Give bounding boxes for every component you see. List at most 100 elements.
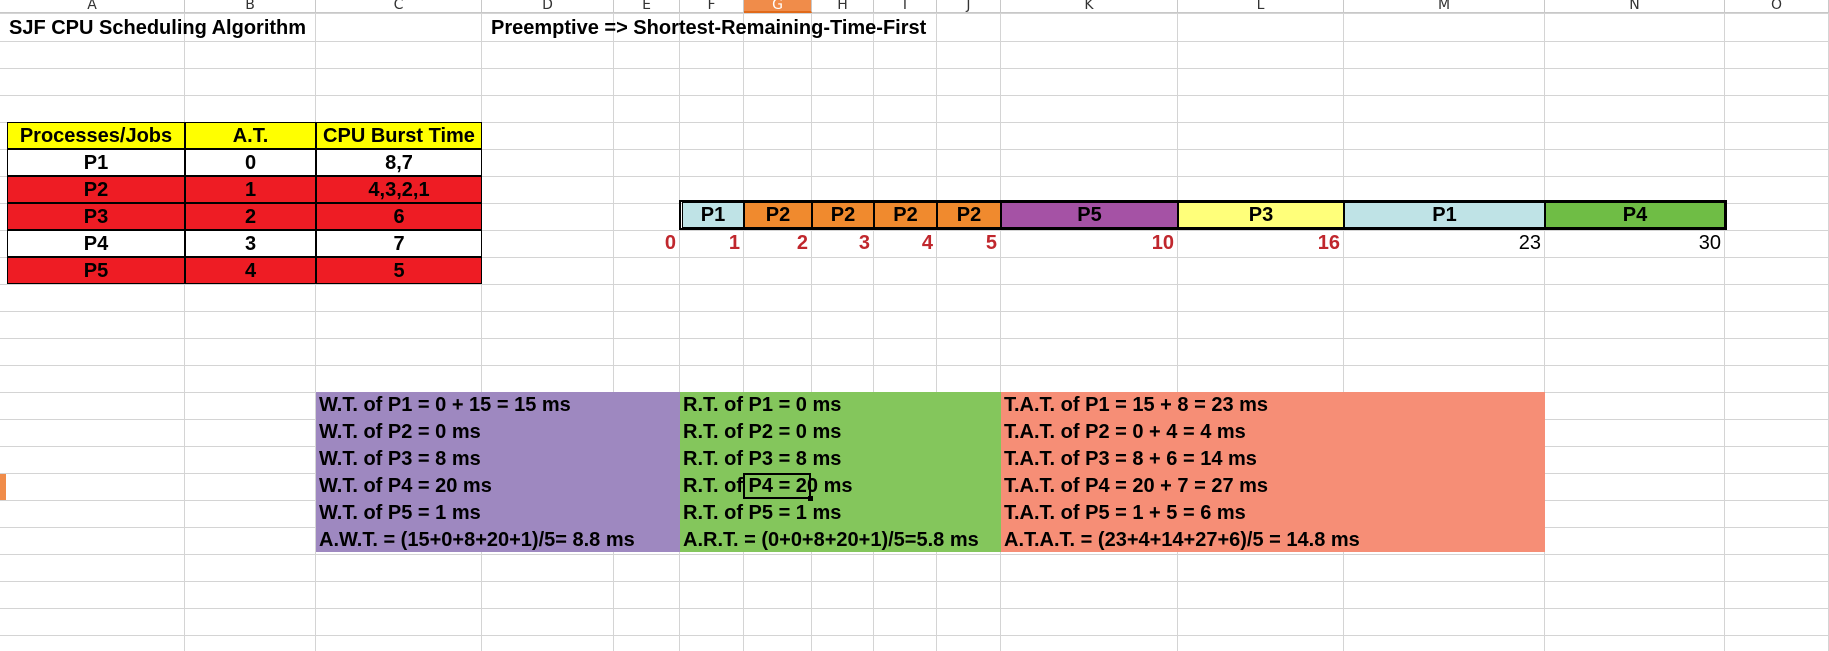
sheet-title: SJF CPU Scheduling Algorithm bbox=[9, 17, 307, 39]
column-header-i[interactable]: I bbox=[874, 0, 937, 13]
turnaround-time-panel: T.A.T. of P1 = 15 + 8 = 23 ms T.A.T. of … bbox=[1001, 392, 1545, 552]
grid-row-line bbox=[0, 554, 1829, 555]
gantt-block: P2 bbox=[937, 202, 1001, 228]
column-header-a[interactable]: A bbox=[0, 0, 185, 13]
burst-time-cell: 6 bbox=[316, 203, 482, 230]
grid-column-line bbox=[613, 13, 614, 651]
waiting-time-panel: W.T. of P1 = 0 + 15 = 15 ms W.T. of P2 =… bbox=[316, 392, 680, 552]
gantt-block: P2 bbox=[874, 202, 937, 228]
grid-row-line bbox=[0, 311, 1829, 312]
arrival-time-cell: 2 bbox=[185, 203, 316, 230]
grid-column-line bbox=[1544, 13, 1545, 651]
process-name-cell: P3 bbox=[7, 203, 185, 230]
grid-column-line bbox=[315, 13, 316, 651]
header-arrival-time: A.T. bbox=[185, 122, 316, 149]
grid-column-line bbox=[873, 13, 874, 651]
grid-row-line bbox=[0, 365, 1829, 366]
turnaround-time-line: T.A.T. of P4 = 20 + 7 = 27 ms bbox=[1004, 475, 1269, 497]
gantt-block: P4 bbox=[1545, 202, 1725, 228]
turnaround-time-line: T.A.T. of P1 = 15 + 8 = 23 ms bbox=[1004, 394, 1269, 416]
grid-column-line bbox=[184, 13, 185, 651]
waiting-time-line: W.T. of P2 = 0 ms bbox=[319, 421, 481, 443]
grid-row-line bbox=[0, 581, 1829, 582]
column-header-n[interactable]: N bbox=[1545, 0, 1725, 13]
gantt-border bbox=[679, 200, 1727, 230]
gantt-block: P5 bbox=[1001, 202, 1178, 228]
grid-column-line bbox=[936, 13, 937, 651]
header-processes: Processes/Jobs bbox=[7, 122, 185, 149]
grid-row-line bbox=[0, 122, 1829, 123]
waiting-time-line: W.T. of P4 = 20 ms bbox=[319, 475, 492, 497]
process-name-cell: P1 bbox=[7, 149, 185, 176]
gantt-tick: 3 bbox=[858, 232, 870, 254]
grid-row-line bbox=[0, 68, 1829, 69]
gantt-tick: 16 bbox=[1317, 232, 1340, 254]
process-name-cell: P2 bbox=[7, 176, 185, 203]
burst-time-cell: 4,3,2,1 bbox=[316, 176, 482, 203]
turnaround-time-line: T.A.T. of P5 = 1 + 5 = 6 ms bbox=[1004, 502, 1246, 524]
gantt-tick: 10 bbox=[1151, 232, 1174, 254]
header-burst-time: CPU Burst Time bbox=[316, 122, 482, 149]
grid-column-line bbox=[1177, 13, 1178, 651]
column-header-d[interactable]: D bbox=[482, 0, 614, 13]
average-response-time: A.R.T. = (0+0+8+20+1)/5=5.8 ms bbox=[683, 529, 979, 551]
gantt-tick: 5 bbox=[985, 232, 997, 254]
waiting-time-line: W.T. of P3 = 8 ms bbox=[319, 448, 481, 470]
column-header-k[interactable]: K bbox=[1001, 0, 1178, 13]
column-header-g[interactable]: G bbox=[744, 0, 812, 13]
column-header-o[interactable]: O bbox=[1725, 0, 1829, 13]
column-header-c[interactable]: C bbox=[316, 0, 482, 13]
process-name-cell: P5 bbox=[7, 257, 185, 284]
waiting-time-line: W.T. of P5 = 1 ms bbox=[319, 502, 481, 524]
grid-column-line bbox=[743, 13, 744, 651]
response-time-panel: R.T. of P1 = 0 ms R.T. of P2 = 0 ms R.T.… bbox=[680, 392, 1001, 552]
gantt-tick: 4 bbox=[921, 232, 933, 254]
gantt-tick: 2 bbox=[796, 232, 808, 254]
gantt-block: P2 bbox=[812, 202, 874, 228]
grid-row-line bbox=[0, 635, 1829, 636]
column-header-e[interactable]: E bbox=[614, 0, 680, 13]
process-name-cell: P4 bbox=[7, 230, 185, 257]
sheet-subtitle: Preemptive => Shortest-Remaining-Time-Fi… bbox=[491, 17, 927, 39]
selected-row-indicator bbox=[0, 474, 6, 500]
gantt-tick: 0 bbox=[664, 232, 676, 254]
grid-column-line bbox=[679, 13, 680, 651]
grid-column-line bbox=[1000, 13, 1001, 651]
grid-row-line bbox=[0, 13, 1829, 14]
grid-row-line bbox=[0, 257, 1829, 258]
gantt-block: P1 bbox=[1344, 202, 1545, 228]
arrival-time-cell: 1 bbox=[185, 176, 316, 203]
gantt-tick: 23 bbox=[1518, 232, 1541, 254]
average-turnaround-time: A.T.A.T. = (23+4+14+27+6)/5 = 14.8 ms bbox=[1004, 529, 1360, 551]
grid-column-line bbox=[1343, 13, 1344, 651]
column-header-f[interactable]: F bbox=[680, 0, 744, 13]
arrival-time-cell: 4 bbox=[185, 257, 316, 284]
gantt-block: P3 bbox=[1178, 202, 1344, 228]
column-header-h[interactable]: H bbox=[812, 0, 874, 13]
response-time-line: R.T. of P1 = 0 ms bbox=[683, 394, 842, 416]
column-header-b[interactable]: B bbox=[185, 0, 316, 13]
active-cell-cursor[interactable] bbox=[743, 473, 813, 501]
burst-time-cell: 5 bbox=[316, 257, 482, 284]
column-header-l[interactable]: L bbox=[1178, 0, 1344, 13]
arrival-time-cell: 3 bbox=[185, 230, 316, 257]
grid-row-line bbox=[0, 230, 1829, 231]
gantt-tick: 1 bbox=[728, 232, 740, 254]
response-time-line: R.T. of P2 = 0 ms bbox=[683, 421, 842, 443]
burst-time-cell: 8,7 bbox=[316, 149, 482, 176]
response-time-line: R.T. of P3 = 8 ms bbox=[683, 448, 842, 470]
average-waiting-time: A.W.T. = (15+0+8+20+1)/5= 8.8 ms bbox=[319, 529, 635, 551]
grid-row-line bbox=[0, 176, 1829, 177]
gantt-block: P1 bbox=[682, 202, 744, 228]
grid-column-line bbox=[1724, 13, 1725, 651]
column-header-m[interactable]: M bbox=[1344, 0, 1545, 13]
waiting-time-line: W.T. of P1 = 0 + 15 = 15 ms bbox=[319, 394, 571, 416]
grid-row-line bbox=[0, 41, 1829, 42]
column-header-j[interactable]: J bbox=[937, 0, 1001, 13]
gantt-tick: 30 bbox=[1698, 232, 1721, 254]
grid-column-line bbox=[481, 13, 482, 651]
grid-column-line bbox=[811, 13, 812, 651]
response-time-line: R.T. of P5 = 1 ms bbox=[683, 502, 842, 524]
grid-row-line bbox=[0, 149, 1829, 150]
